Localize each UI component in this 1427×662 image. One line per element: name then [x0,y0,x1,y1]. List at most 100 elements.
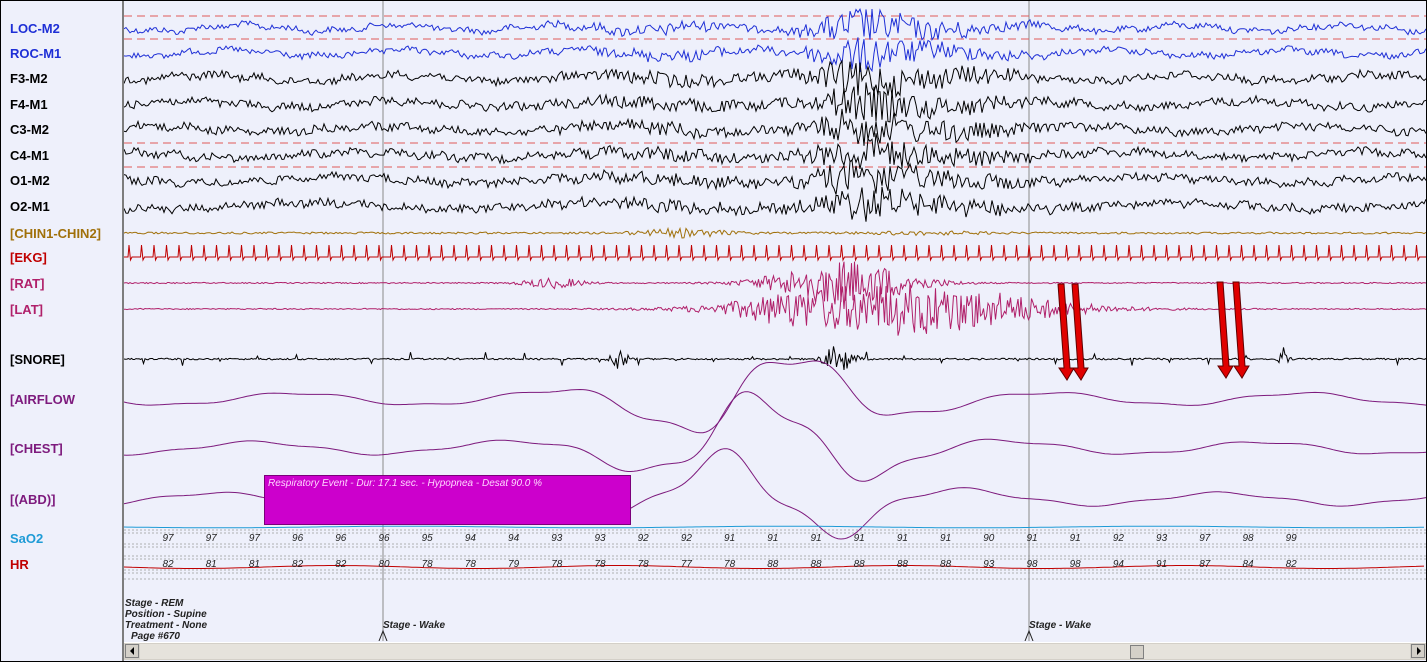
hr-value: 98 [1069,559,1081,570]
sao2-value: 91 [1026,533,1038,544]
sao2-value: 96 [292,533,304,544]
hr-value: 78 [551,559,563,570]
sao2-value: 93 [594,533,606,544]
channel-label-ekg[interactable]: [EKG] [10,250,47,265]
sao2-value: 91 [1069,533,1081,544]
scroll-right-button[interactable] [1411,644,1425,658]
channel-label-airflow[interactable]: [AIRFLOW [10,392,75,407]
channel-label-snore[interactable]: [SNORE] [10,352,65,367]
hr-value: 82 [292,559,304,570]
horizontal-scrollbar[interactable] [124,642,1426,660]
hr-value: 81 [248,559,260,570]
hr-value: 93 [983,559,995,570]
sao2-value: 97 [248,533,260,544]
channel-label-lat[interactable]: [LAT] [10,302,43,317]
trace-o2-m1 [124,186,1426,222]
sao2-value: 94 [464,533,476,544]
stage-caret-icon [378,629,388,641]
hr-value: 88 [810,559,822,570]
sao2-value: 99 [1285,533,1297,544]
trace-c3-m2 [124,108,1426,146]
red-arrow-annotation [1232,281,1250,379]
hr-value: 78 [464,559,476,570]
hr-value: 78 [724,559,736,570]
red-arrow-annotation [1057,283,1075,381]
trace-lat [124,283,1426,336]
trace-c4-m1 [124,133,1426,170]
trace-snore [124,346,1426,370]
chevron-right-icon [1417,647,1421,655]
hr-value: 78 [421,559,433,570]
respiratory-event-box[interactable]: Respiratory Event - Dur: 17.1 sec. - Hyp… [264,475,631,525]
sao2-value: 96 [335,533,347,544]
trace-display[interactable]: Respiratory Event - Dur: 17.1 sec. - Hyp… [124,1,1426,642]
stage-info: Stage - REM [125,598,184,609]
sao2-value: 93 [1156,533,1168,544]
trace-ekg [124,244,1426,262]
trace-sao2 [124,525,1424,529]
scroll-left-button[interactable] [125,644,139,658]
channel-label-f3-m2[interactable]: F3-M2 [10,71,48,86]
hr-value: 88 [896,559,908,570]
respiratory-event-label: Respiratory Event - Dur: 17.1 sec. - Hyp… [268,478,543,489]
channel-label-o1-m2[interactable]: O1-M2 [10,173,50,188]
hr-value: 79 [508,559,520,570]
sao2-value: 92 [637,533,649,544]
sao2-value: 92 [680,533,692,544]
hr-value: 78 [594,559,606,570]
hr-value: 78 [637,559,649,570]
trace-chest [124,391,1426,482]
hr-value: 91 [1156,559,1168,570]
channel-label-abd[interactable]: [(ABD)] [10,492,56,507]
treatment-info: Treatment - None [125,620,208,631]
sao2-value: 91 [940,533,952,544]
stage-marker-wake-1: Stage - Wake [383,620,446,631]
position-info: Position - Supine [125,609,207,620]
hr-value: 77 [680,559,692,570]
sao2-value: 91 [853,533,865,544]
hr-value: 88 [767,559,779,570]
sao2-value: 91 [810,533,822,544]
channel-label-f4-m1[interactable]: F4-M1 [10,97,48,112]
channel-label-sao2[interactable]: SaO2 [10,531,44,546]
sao2-value: 91 [724,533,736,544]
hr-value: 82 [335,559,347,570]
channel-label-c4-m1[interactable]: C4-M1 [10,148,50,163]
channel-label-c3-m2[interactable]: C3-M2 [10,122,50,137]
red-arrow-annotation [1216,281,1234,379]
trace-roc-m1 [124,37,1426,73]
trace-chin [124,226,1426,240]
sao2-value: 91 [896,533,908,544]
sao2-value: 91 [767,533,779,544]
trace-o1-m2 [124,158,1426,195]
hr-value: 82 [1285,559,1297,570]
scroll-track[interactable] [140,644,1410,659]
sao2-value: 97 [162,533,174,544]
hr-value: 82 [162,559,174,570]
hr-value: 80 [378,559,390,570]
trace-canvas [124,1,1426,641]
channel-label-hr[interactable]: HR [10,557,29,572]
channel-label-panel: LOC-M2 ROC-M1 F3-M2 F4-M1 C3-M2 C4-M1 O1-M2 O2-… [1,1,124,661]
trace-loc-m2 [124,8,1426,42]
trace-airflow [124,360,1426,434]
sao2-value: 98 [1242,533,1254,544]
hr-value: 94 [1112,559,1124,570]
page-number: Page #670 [131,631,180,642]
channel-label-loc-m2[interactable]: LOC-M2 [10,21,60,36]
sao2-value: 96 [378,533,390,544]
channel-label-chest[interactable]: [CHEST] [10,441,63,456]
channel-label-chin1-chin2[interactable]: [CHIN1-CHIN2] [10,226,101,241]
scroll-thumb[interactable] [1130,645,1144,659]
hr-value: 87 [1199,559,1211,570]
sao2-value: 97 [205,533,217,544]
channel-label-o2-m1[interactable]: O2-M1 [10,199,50,214]
hr-value: 84 [1242,559,1254,570]
channel-label-roc-m1[interactable]: ROC-M1 [10,46,62,61]
sao2-value: 92 [1112,533,1124,544]
hr-value: 81 [205,559,217,570]
sao2-value: 90 [983,533,995,544]
hr-value: 88 [940,559,952,570]
hr-value: 88 [853,559,865,570]
channel-label-rat[interactable]: [RAT] [10,276,45,291]
